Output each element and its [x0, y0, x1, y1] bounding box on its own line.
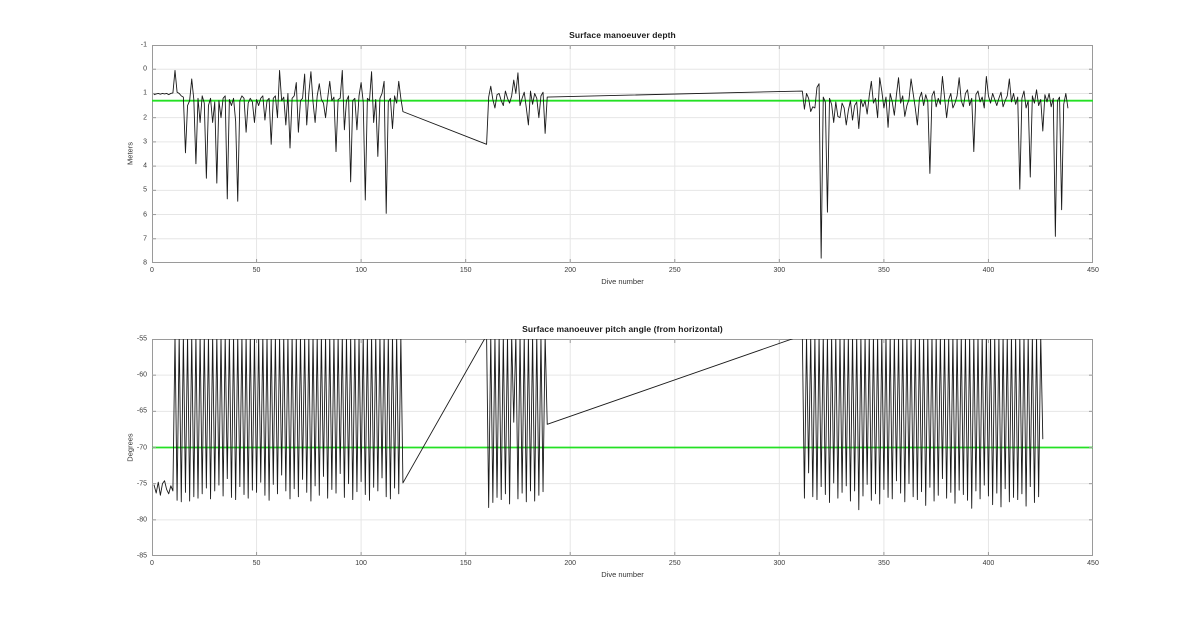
x-tick-label: 450: [1087, 267, 1099, 274]
x-axis-label-pitch: Dive number: [601, 570, 644, 579]
x-tick-label: 350: [878, 560, 890, 567]
x-tick-label: 200: [564, 267, 577, 274]
plot-area-depth: [152, 45, 1093, 263]
y-tick-label: -65: [136, 407, 147, 415]
x-tick-label: 0: [150, 560, 154, 567]
plot-box-depth: [152, 45, 1093, 263]
y-tick-label: -1: [140, 41, 147, 49]
y-tick-label: 8: [143, 259, 147, 267]
x-tick-label: 100: [355, 560, 367, 567]
y-tick-label: -60: [136, 371, 147, 379]
y-tick-label: 3: [143, 138, 147, 146]
data-series-0: [153, 339, 1044, 511]
x-tick-label: 300: [773, 267, 786, 274]
y-tick-label: -75: [136, 480, 147, 488]
x-tick-label: 150: [459, 560, 472, 567]
tick-marks: [152, 339, 1093, 556]
y-tick-label: 2: [143, 114, 147, 122]
x-tick-label: 100: [355, 267, 367, 274]
grid-lines: [152, 45, 1093, 263]
y-tick-label: 1: [143, 89, 147, 97]
x-tick-label: 450: [1087, 560, 1099, 567]
y-tick-label: -55: [136, 335, 147, 343]
y-tick-label: -85: [136, 552, 147, 560]
x-axis-label-depth: Dive number: [601, 277, 644, 286]
y-tick-label: 0: [143, 65, 147, 73]
y-tick-label: -70: [136, 444, 147, 451]
x-tick-label: 300: [773, 560, 786, 567]
x-tick-label: 0: [150, 267, 154, 274]
axes-surface-manoeuver-depth: Surface manoeuver depth Meters Dive numb…: [126, 30, 1099, 286]
x-tick-label: 50: [252, 560, 261, 567]
tick-marks: [152, 45, 1093, 263]
x-tick-label: 150: [459, 267, 472, 274]
x-tick-label: 50: [252, 267, 261, 274]
x-tick-label: 400: [982, 267, 995, 274]
y-tick-label: 5: [143, 186, 147, 194]
x-tick-label: 250: [668, 560, 681, 567]
y-axis-label-depth: Meters: [125, 142, 135, 165]
chart-title-depth: Surface manoeuver depth: [569, 30, 676, 40]
y-tick-label: 6: [143, 211, 147, 219]
x-tick-label: 350: [878, 267, 890, 274]
y-tick-label: 4: [143, 162, 147, 170]
x-tick-label: 400: [982, 560, 995, 567]
chart-title-pitch: Surface manoeuver pitch angle (from hori…: [522, 324, 723, 334]
y-tick-label: 7: [143, 235, 147, 243]
y-axis-label-pitch: Degrees: [125, 433, 135, 462]
y-tick-label: -80: [136, 516, 147, 524]
x-tick-label: 250: [668, 267, 681, 274]
plot-area-pitch: [152, 339, 1093, 556]
axes-surface-manoeuver-pitch: Surface manoeuver pitch angle (from hori…: [126, 324, 1099, 579]
data-series-0: [153, 69, 1069, 259]
x-tick-label: 200: [564, 560, 577, 567]
